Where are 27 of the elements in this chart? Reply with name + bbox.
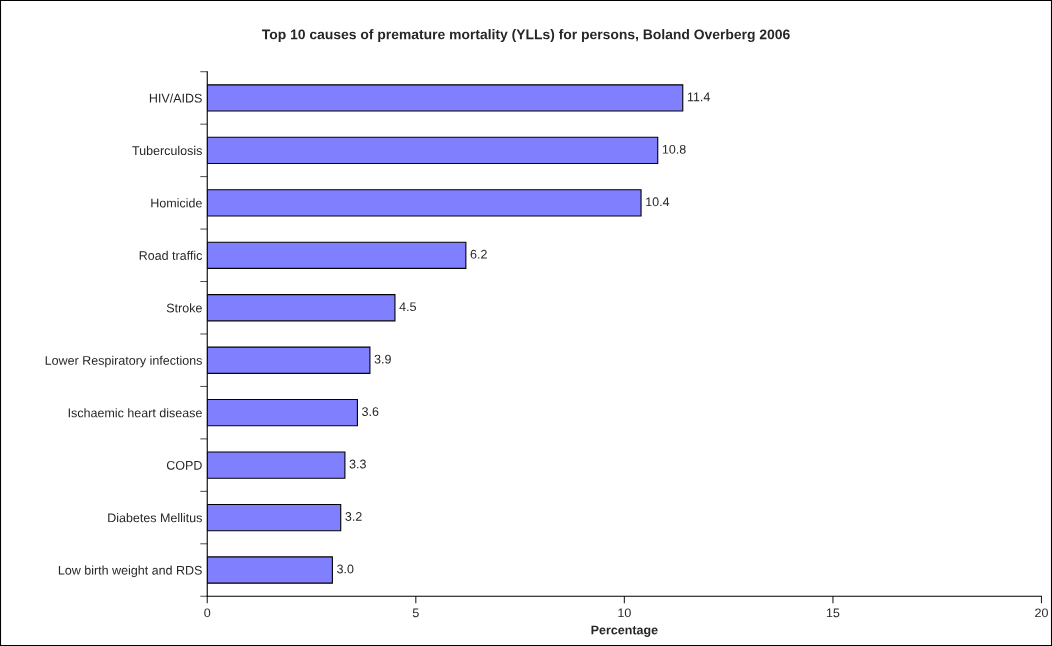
x-tick-label: 20 — [1035, 608, 1048, 618]
data-label: 3.0 — [337, 564, 354, 574]
data-label: 3.6 — [362, 407, 379, 417]
y-tick-label: Diabetes Mellitus — [108, 513, 202, 523]
data-label: 6.2 — [470, 249, 487, 259]
data-label: 10.8 — [662, 144, 686, 154]
y-tick-label: HIV/AIDS — [149, 93, 202, 103]
data-label: 3.3 — [349, 459, 366, 469]
y-tick-label: Road traffic — [139, 250, 203, 260]
data-label: 3.2 — [345, 512, 362, 521]
y-tick-label: Homicide — [151, 198, 202, 208]
data-label: 10.4 — [646, 197, 670, 207]
x-tick-label: 10 — [618, 608, 631, 618]
x-axis-title: Percentage — [591, 625, 658, 637]
y-tick-label: Ischaemic heart disease — [68, 408, 202, 418]
data-label: 4.5 — [399, 302, 416, 312]
x-tick-label: 5 — [412, 608, 419, 618]
y-tick-label: Tuberculosis — [132, 145, 202, 156]
x-tick-label: 15 — [826, 608, 840, 618]
data-label: 11.4 — [687, 92, 710, 102]
x-tick-label: 0 — [204, 608, 211, 618]
chart-title: Top 10 causes of premature mortality (YLLs) for persons, Boland Overberg 2006 — [261, 29, 790, 43]
y-tick-label: Stroke — [166, 303, 202, 313]
y-tick-label: Lower Respiratory infections — [45, 355, 202, 368]
data-label: 3.9 — [374, 354, 391, 364]
y-tick-label: COPD — [166, 460, 202, 470]
y-tick-label: Low birth weight and RDS — [58, 565, 202, 578]
